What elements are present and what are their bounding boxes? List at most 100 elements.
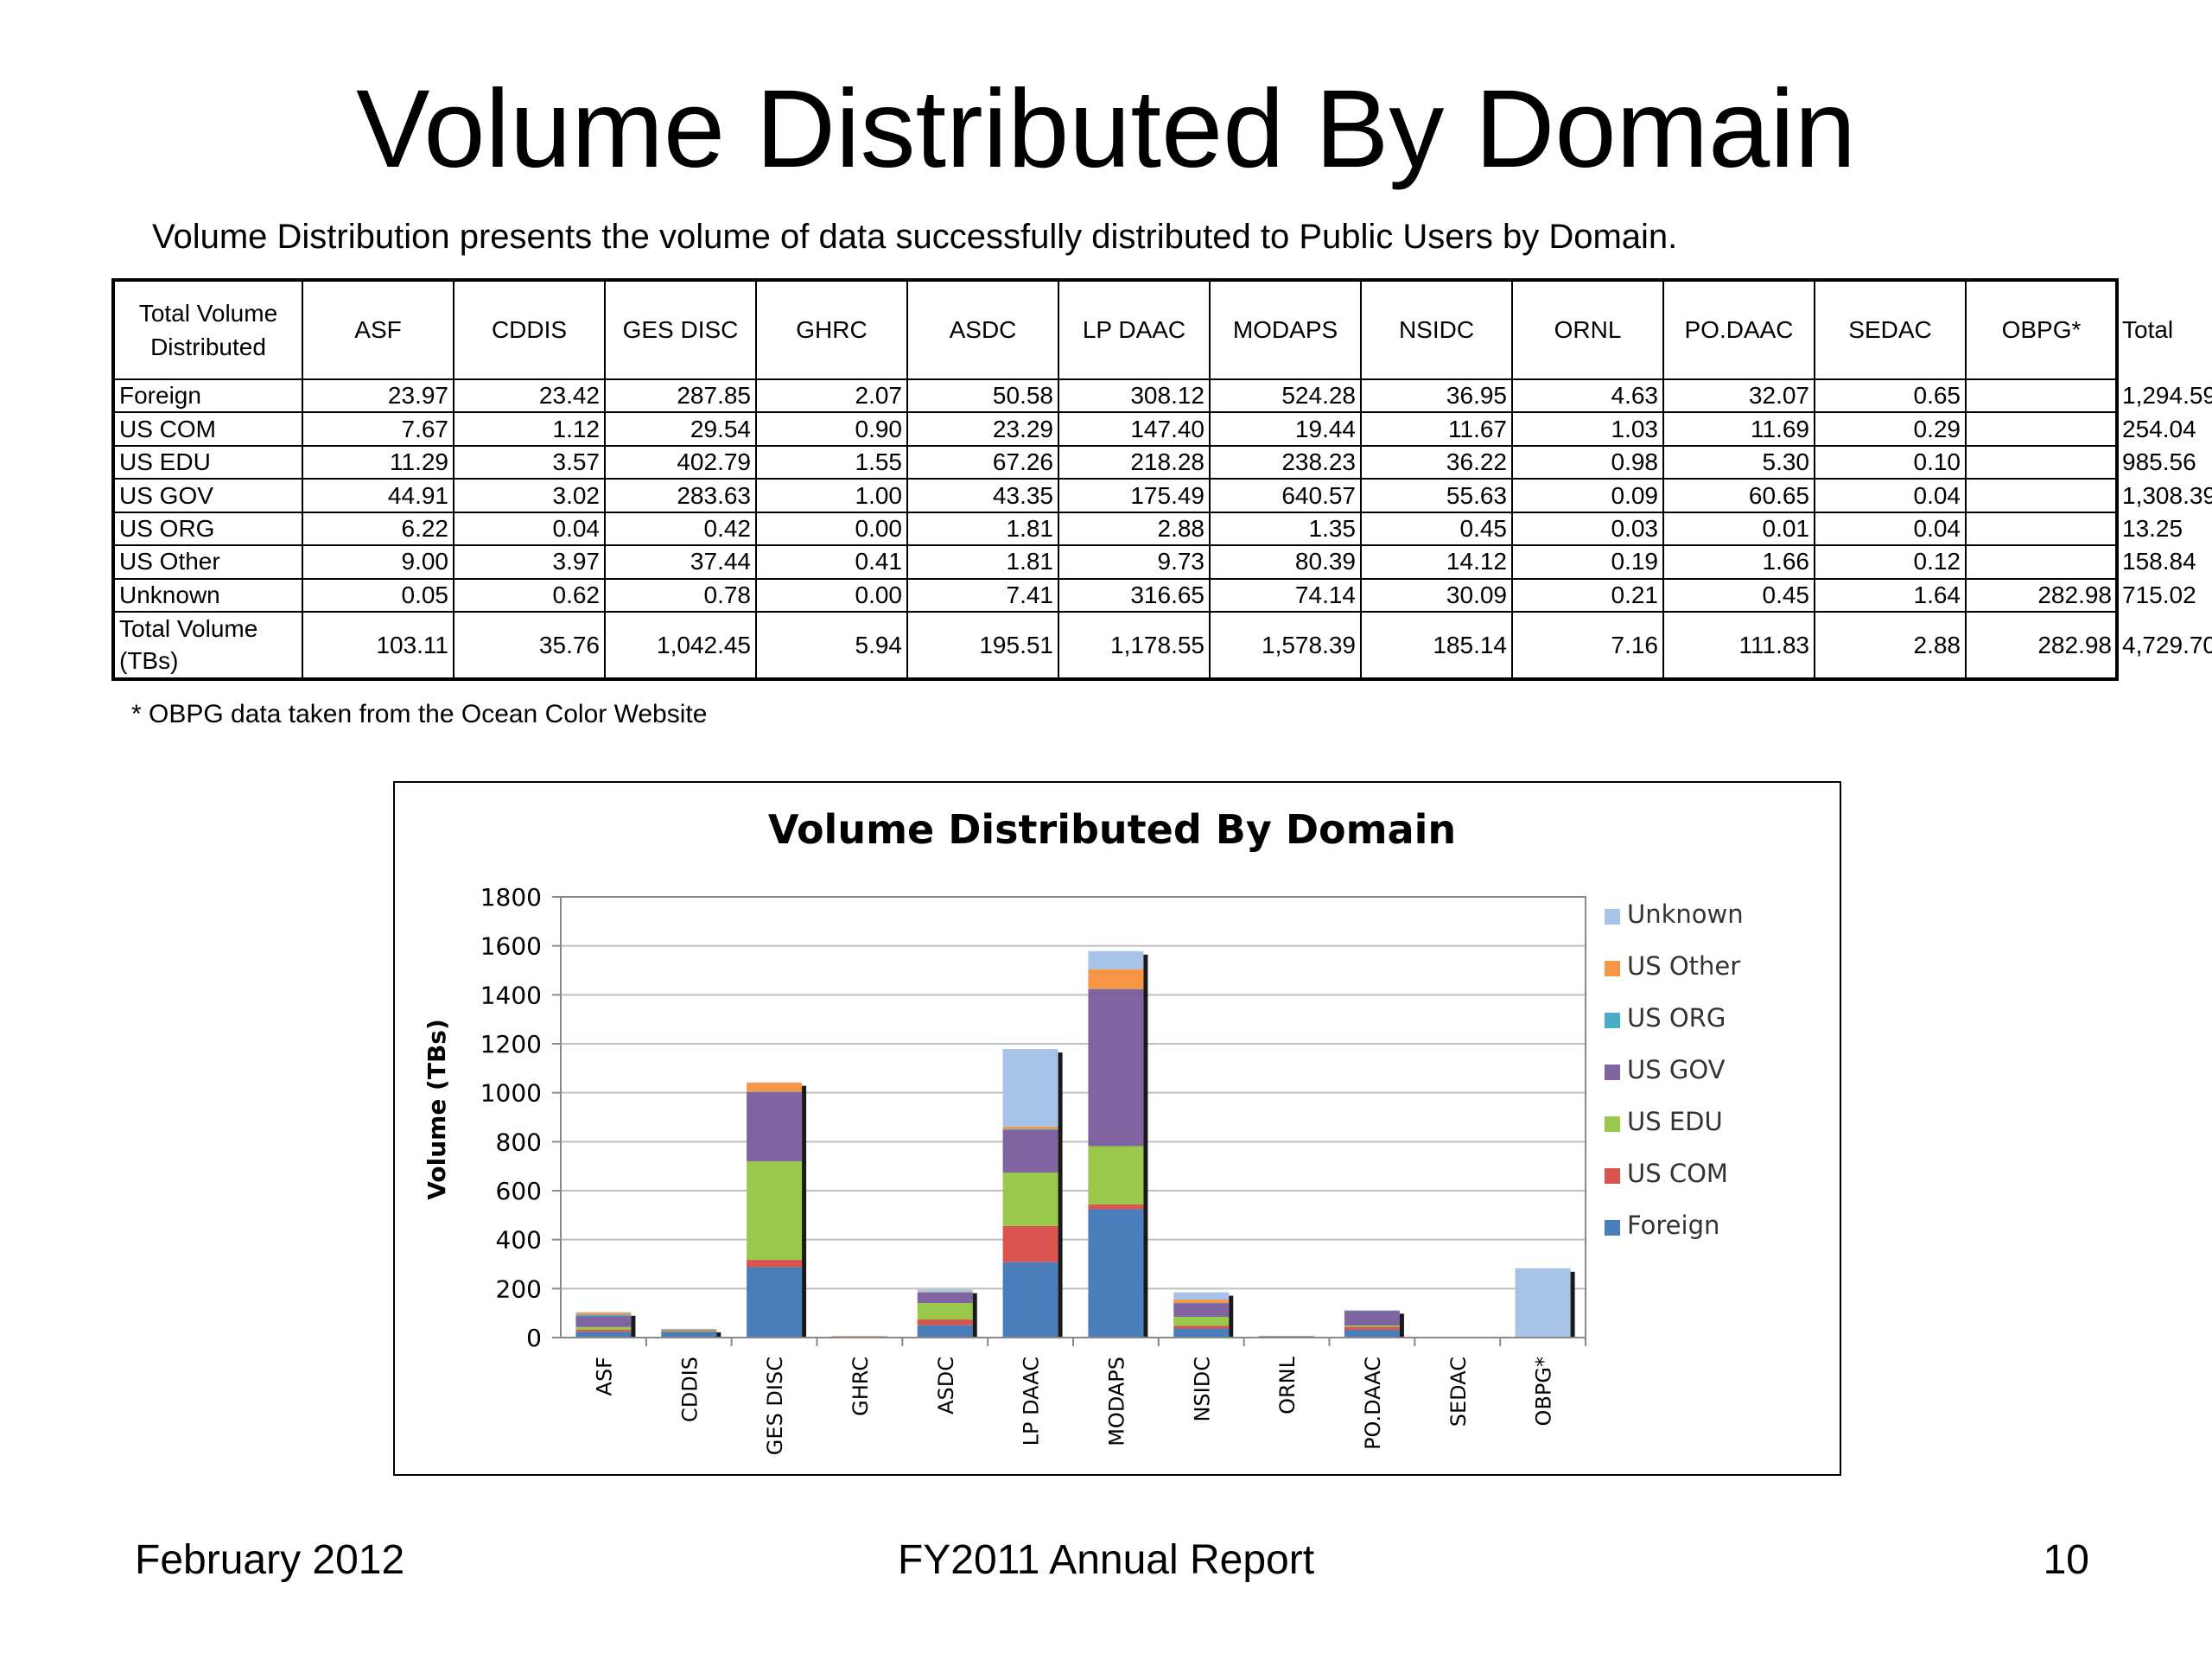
bar-segment [661, 1330, 717, 1331]
table-body: Foreign 23.97 23.42 287.85 2.07 50.58 308.12 52… [112, 378, 2212, 680]
bar-shadow [802, 1085, 807, 1338]
footer-date: February 2012 [135, 1537, 405, 1583]
legend-label: Unknown [1627, 899, 1744, 929]
total-cell: 5.94 [755, 611, 908, 680]
table-cell: 0.29 [1814, 411, 1967, 447]
table-cell [1965, 444, 2118, 480]
total-cell: 185.14 [1360, 611, 1513, 680]
table-cell: 5.30 [1662, 444, 1815, 480]
table-cell: 0.05 [302, 577, 454, 613]
table-cell: 2.88 [1058, 511, 1211, 547]
y-tick-label: 1400 [480, 981, 542, 1009]
bar-segment [1344, 1325, 1400, 1327]
row-label: US GOV [112, 478, 303, 513]
table-cell: 43.35 [906, 478, 1059, 513]
bar-segment [1088, 988, 1144, 990]
table-cell: 19.44 [1209, 411, 1362, 447]
table-cell: 0.98 [1511, 444, 1664, 480]
x-tick-label: ASF [592, 1357, 616, 1395]
bar-segment [1002, 1128, 1058, 1130]
table-cell: 0.00 [755, 577, 908, 613]
total-cell: 282.98 [1965, 611, 2118, 680]
bar-segment [1002, 1049, 1058, 1127]
table-cell: 60.65 [1662, 478, 1815, 513]
table-cell: 0.10 [1814, 444, 1967, 480]
bar-segment [747, 1082, 803, 1092]
table-cell: 1.55 [755, 444, 908, 480]
total-cell: 7.16 [1511, 611, 1664, 680]
footer-report-title: FY2011 Annual Report [897, 1537, 1315, 1583]
x-tick-label: PO.DAAC [1361, 1357, 1385, 1450]
footer-page-number: 10 [2043, 1537, 2089, 1583]
y-axis-ticks: 0 200 400 600 800 1000 1200 1400 1600 1800 [480, 883, 561, 1352]
table-cell: 524.28 [1209, 378, 1362, 414]
bar-segment [917, 1292, 973, 1304]
bar-segment [1344, 1310, 1400, 1312]
bar-segment [575, 1330, 632, 1332]
table-cell: 0.90 [755, 411, 908, 447]
table-cell [1965, 511, 2118, 547]
bar-segment [1173, 1300, 1230, 1304]
total-cell: 35.76 [453, 611, 606, 680]
table-cell: 0.09 [1511, 478, 1664, 513]
bar-segment [747, 1091, 803, 1161]
table-cell [1965, 478, 2118, 513]
table-row: Foreign 23.97 23.42 287.85 2.07 50.58 308.12 52… [112, 378, 2212, 414]
plot-frame [560, 896, 1586, 1338]
bar-segment [1344, 1310, 1400, 1326]
table-cell: 0.45 [1360, 511, 1513, 547]
column-header: SEDAC [1814, 279, 1967, 380]
bar-segment [1344, 1326, 1400, 1330]
row-label: US ORG [112, 511, 303, 547]
table-header-row: Total Volume Distributed ASF CDDIS GES DIS… [112, 279, 2173, 380]
x-tick-label: NSIDC [1190, 1357, 1214, 1422]
bar-shadow [1143, 954, 1148, 1338]
column-header: ASF [302, 279, 454, 380]
total-cell: 111.83 [1662, 611, 1815, 680]
table-cell: 23.29 [906, 411, 1059, 447]
total-cell: 195.51 [906, 611, 1059, 680]
table-cell: 50.58 [906, 378, 1059, 414]
bar-segment [1173, 1292, 1230, 1300]
bar-segment [1259, 1336, 1315, 1337]
table-cell: 1.00 [755, 478, 908, 513]
table-cell: 282.98 [1965, 577, 2118, 613]
total-cell: 1,578.39 [1209, 611, 1362, 680]
bar-segment [1088, 1209, 1144, 1338]
bar-segment [1344, 1329, 1400, 1338]
legend: Unknown US Other US ORG US GOV US EDU US COM F… [1605, 899, 1744, 1240]
table-cell: 1.81 [906, 511, 1059, 547]
total-cell: 1,042.45 [604, 611, 757, 680]
table-cell: 0.65 [1814, 378, 1967, 414]
table-cell: 640.57 [1209, 478, 1362, 513]
bar-segment [575, 1326, 632, 1331]
table-cell: 11.29 [302, 444, 454, 480]
table-cell: 37.44 [604, 544, 757, 580]
corner-label-line2: Distributed [150, 334, 266, 360]
y-tick-label: 1000 [480, 1079, 542, 1108]
table-cell: 0.19 [1511, 544, 1664, 580]
y-tick-label: 200 [496, 1274, 542, 1303]
y-tick-label: 800 [496, 1128, 542, 1156]
table-cell: 283.63 [604, 478, 757, 513]
x-tick-label: LP DAAC [1020, 1357, 1044, 1446]
table-total-row: Total Volume (TBs) 103.11 35.76 1,042.45 5.94… [112, 611, 2212, 680]
table-cell [1965, 411, 2118, 447]
column-header: OBPG* [1965, 279, 2118, 380]
gridlines [561, 896, 1586, 1338]
table-row: US EDU 11.29 3.57 402.79 1.55 67.26 218.28 238.… [112, 444, 2196, 480]
bar-segment [917, 1292, 973, 1293]
table-cell: 402.79 [604, 444, 757, 480]
row-label: US EDU [112, 444, 303, 480]
column-header: GES DISC [604, 279, 757, 380]
bar-segment [661, 1331, 717, 1332]
table-cell: 0.41 [755, 544, 908, 580]
y-tick-label: 600 [496, 1177, 542, 1205]
table-cell: 7.67 [302, 411, 454, 447]
table-cell: 218.28 [1058, 444, 1211, 480]
bar-segment [1002, 1262, 1058, 1338]
bar-segment [1088, 1204, 1144, 1210]
table-row: Unknown 0.05 0.62 0.78 0.00 7.41 316.65 74.14 30… [112, 577, 2196, 613]
legend-label: US COM [1627, 1159, 1728, 1188]
slide-subtitle: Volume Distribution presents the volume … [152, 218, 1678, 256]
